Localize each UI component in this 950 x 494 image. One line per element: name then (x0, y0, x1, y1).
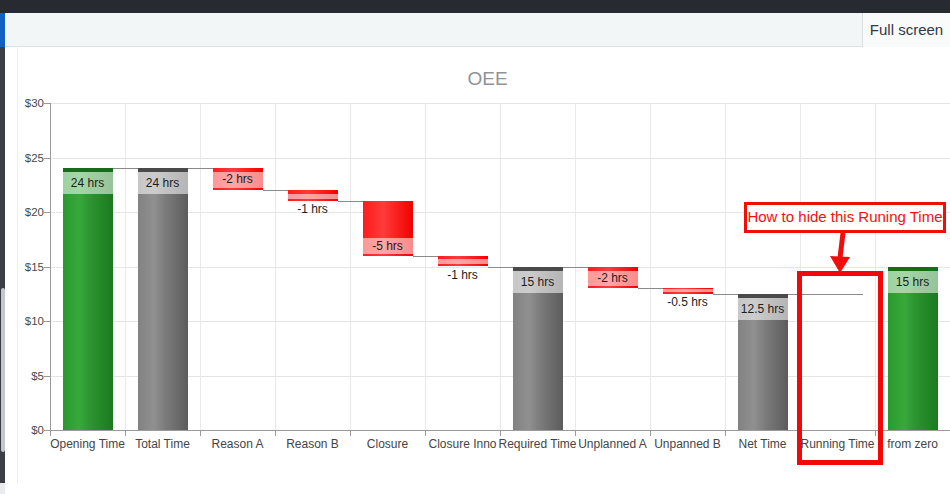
left-scrollbar-thumb[interactable] (1, 288, 5, 452)
gridline-vertical (275, 103, 276, 430)
y-axis-tick-label: $20 (10, 206, 44, 218)
x-axis-tick (125, 430, 126, 436)
bar-reason-b[interactable] (288, 190, 338, 201)
gridline-vertical (200, 103, 201, 430)
annotation-arrow-icon (818, 231, 862, 275)
bar-label-reason-b: -1 hrs (278, 202, 348, 216)
bar-closure[interactable]: -5 hrs (363, 201, 413, 256)
x-axis-tick (200, 430, 201, 436)
gridline-vertical (350, 103, 351, 430)
waterfall-connector (263, 190, 288, 191)
y-axis-tick (44, 376, 50, 377)
y-axis-line (50, 103, 51, 430)
top-navbar (0, 0, 950, 13)
y-axis-tick-label: $25 (10, 152, 44, 164)
x-axis-tick (575, 430, 576, 436)
bar-opening-time[interactable]: 24 hrs (63, 168, 113, 430)
bar-closure-inno[interactable] (438, 256, 488, 267)
running-time-highlight-rect (797, 271, 883, 465)
gridline-vertical (425, 103, 426, 430)
bar-label-band: 12.5 hrs (738, 298, 788, 320)
x-axis-tick (275, 430, 276, 436)
y-axis-tick-label: $0 (10, 424, 44, 436)
bar-label-band: -5 hrs (363, 238, 413, 254)
x-axis-tick (50, 430, 51, 436)
x-axis-tick (725, 430, 726, 436)
x-axis-label-reason-b: Reason B (271, 437, 355, 451)
waterfall-connector (563, 267, 588, 268)
bar-from-zero[interactable]: 15 hrs (888, 267, 938, 431)
waterfall-connector (188, 168, 213, 169)
y-axis-tick-label: $30 (10, 97, 44, 109)
x-axis-tick (500, 430, 501, 436)
left-scrollbar-track[interactable] (0, 13, 5, 483)
waterfall-connector (413, 256, 438, 257)
y-axis-tick-label: $5 (10, 370, 44, 382)
full-screen-button[interactable]: Full screen (862, 13, 950, 47)
x-axis-tick (425, 430, 426, 436)
bar-label-band (288, 194, 338, 199)
waterfall-connector (713, 294, 738, 295)
y-axis-tick (44, 267, 50, 268)
gridline-vertical (725, 103, 726, 430)
bar-label-band (663, 289, 713, 292)
bar-label-closure-inno: -1 hrs (428, 268, 498, 282)
app-window: Full screen OEE $0 $5 $10 $15 $20 $25 $30 Openi… (0, 0, 950, 494)
bar-label-band: 24 hrs (63, 172, 113, 194)
waterfall-connector (638, 288, 663, 289)
x-axis-tick (350, 430, 351, 436)
bar-total-time[interactable]: 24 hrs (138, 168, 188, 430)
x-axis-label-closure: Closure (346, 437, 430, 451)
bar-label-band: -2 hrs (213, 172, 263, 188)
y-axis-tick-label: $10 (10, 315, 44, 327)
gridline-vertical (650, 103, 651, 430)
bar-label-unpanned-b: -0.5 hrs (653, 295, 723, 309)
annotation-note: How to hide this Runing Time (744, 202, 946, 233)
x-axis-label-unplanned-a: Unplanned A (571, 437, 655, 451)
bar-label-band: -2 hrs (588, 271, 638, 287)
bar-unplanned-a[interactable]: -2 hrs (588, 267, 638, 289)
bar-required-time[interactable]: 15 hrs (513, 267, 563, 431)
waterfall-connector (113, 168, 138, 169)
y-axis-tick (44, 321, 50, 322)
x-axis-label-total-time: Total Time (121, 437, 205, 451)
toolbar-accent-stripe (0, 13, 5, 47)
bar-label-band: 24 hrs (138, 172, 188, 194)
x-axis-label-required-time: Required Time (496, 437, 580, 451)
x-axis-label-opening-time: Opening Time (46, 437, 130, 451)
waterfall-connector (338, 201, 363, 202)
bar-reason-a[interactable]: -2 hrs (213, 168, 263, 190)
bar-label-band (438, 259, 488, 264)
x-axis-tick (650, 430, 651, 436)
gridline-vertical (125, 103, 126, 430)
left-scrollbar-gutter (0, 483, 5, 494)
bar-label-band: 15 hrs (888, 271, 938, 293)
bar-net-time[interactable]: 12.5 hrs (738, 294, 788, 430)
x-axis-label-net-time: Net Time (721, 437, 805, 451)
y-axis-tick-label: $15 (10, 261, 44, 273)
bar-label-band: 15 hrs (513, 271, 563, 293)
bar-unpanned-b[interactable] (663, 288, 713, 293)
x-axis-label-reason-a: Reason A (196, 437, 280, 451)
chart-title: OEE (50, 68, 925, 90)
y-axis-tick (44, 212, 50, 213)
toolbar (0, 13, 950, 47)
x-axis-label-closure-inno: Closure Inno (421, 437, 505, 451)
y-axis-tick (44, 158, 50, 159)
x-axis-label-unpanned-b: Unpanned B (646, 437, 730, 451)
y-axis-tick (44, 103, 50, 104)
waterfall-connector (488, 267, 513, 268)
